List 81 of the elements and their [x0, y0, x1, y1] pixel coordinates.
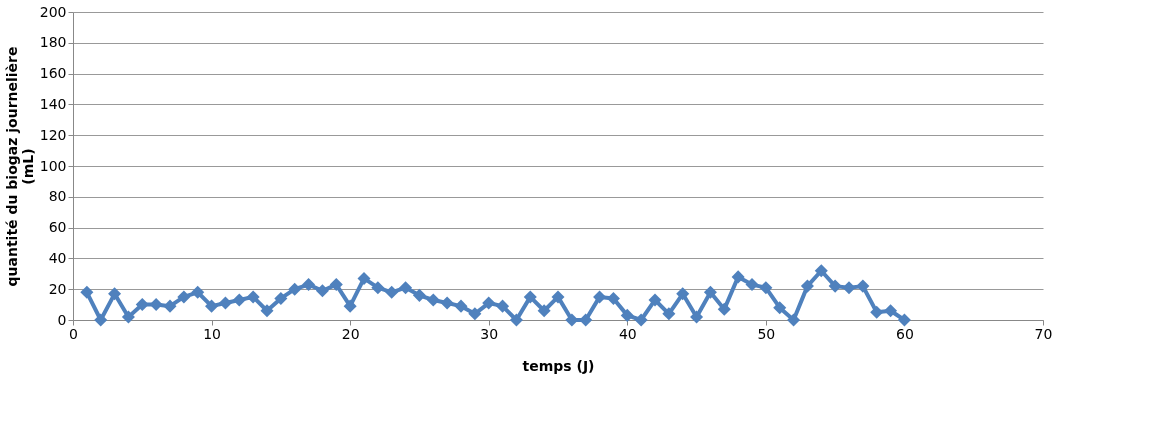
point — [787, 313, 801, 327]
point — [426, 293, 440, 307]
point — [565, 313, 579, 327]
point — [343, 299, 357, 313]
point — [274, 291, 288, 305]
x-tick-label: 50 — [757, 325, 776, 342]
point — [773, 301, 787, 315]
point — [884, 304, 898, 318]
point — [108, 287, 122, 301]
y-tick-label: 160 — [39, 65, 67, 82]
x-tick-label: 20 — [341, 325, 360, 342]
point — [468, 307, 482, 321]
point — [676, 287, 690, 301]
point — [593, 290, 607, 304]
point — [315, 284, 329, 298]
y-tick-label: 60 — [48, 219, 67, 236]
y-tick-label: 80 — [48, 188, 67, 205]
point — [870, 305, 884, 319]
point — [135, 298, 149, 312]
x-tick-label: 70 — [1034, 325, 1053, 342]
point — [814, 264, 828, 278]
point — [731, 270, 745, 284]
point — [745, 278, 759, 292]
y-tick-label: 40 — [48, 249, 67, 266]
point — [551, 290, 565, 304]
point — [440, 296, 454, 310]
point — [897, 313, 911, 327]
point — [412, 288, 426, 302]
y-tick-label: 180 — [39, 34, 67, 51]
point — [842, 281, 856, 295]
point — [94, 313, 108, 327]
point — [288, 282, 302, 296]
point — [163, 299, 177, 313]
point — [218, 296, 232, 310]
point — [856, 279, 870, 293]
point — [232, 293, 246, 307]
point — [828, 279, 842, 293]
point — [385, 285, 399, 299]
point — [482, 296, 496, 310]
y-tick-label: 0 — [57, 311, 67, 328]
point — [149, 298, 163, 312]
point — [80, 285, 94, 299]
point — [302, 278, 316, 292]
point — [371, 281, 385, 295]
x-tick-label: 60 — [896, 325, 914, 342]
x-tick-label: 40 — [618, 325, 637, 342]
x-tick-label: 30 — [480, 325, 499, 342]
point — [523, 290, 537, 304]
point — [606, 291, 620, 305]
y-tick-label: 100 — [39, 157, 67, 174]
y-tick-label: 20 — [48, 280, 67, 297]
point — [759, 281, 773, 295]
point — [246, 290, 260, 304]
point — [634, 313, 648, 327]
y-tick-label: 200 — [39, 3, 67, 20]
y-tick-label: 120 — [39, 126, 67, 143]
point — [662, 307, 676, 321]
point — [717, 302, 731, 316]
point — [191, 285, 205, 299]
point — [454, 299, 468, 313]
point — [399, 281, 413, 295]
point — [648, 293, 662, 307]
point — [260, 304, 274, 318]
y-tick-label: 140 — [39, 95, 67, 112]
point — [579, 313, 593, 327]
x-axis-title: temps (J) — [522, 357, 595, 374]
x-tick-label: 10 — [203, 325, 221, 342]
point — [690, 310, 704, 324]
point — [496, 299, 510, 313]
y-axis-title: quantité du biogaz journelière (mL) — [3, 46, 36, 287]
point — [121, 310, 135, 324]
x-tick-label: 0 — [69, 325, 78, 342]
point — [329, 278, 343, 292]
point — [703, 285, 717, 299]
point — [620, 308, 634, 322]
point — [177, 290, 191, 304]
point — [509, 313, 523, 327]
point — [537, 304, 551, 318]
point — [800, 279, 814, 293]
point — [357, 271, 371, 285]
point — [205, 299, 219, 313]
